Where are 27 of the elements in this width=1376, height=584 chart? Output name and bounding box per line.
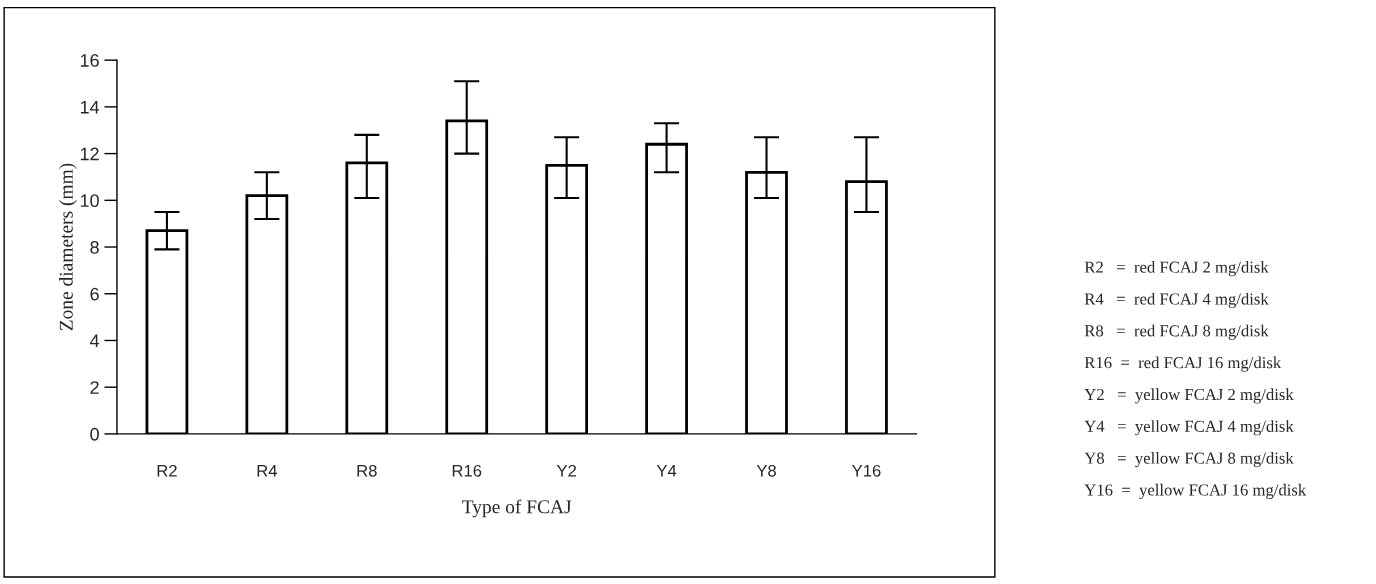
text: Y2 = yellow FCAJ 2 mg/disk — [1084, 388, 1294, 404]
text: Y4 = yellow FCAJ 4 mg/disk — [1084, 420, 1294, 436]
x-axis-title: Type of FCAJ — [462, 499, 572, 518]
y-tick-label: 4 — [89, 334, 100, 348]
x-tick-label: R8 — [357, 464, 377, 477]
y-tick-label: 12 — [80, 147, 99, 161]
y-tick-label: 0 — [90, 427, 99, 441]
y-tick-label: 10 — [80, 194, 99, 208]
x-tick-label: Y16 — [851, 464, 881, 477]
text: R2 = red FCAJ 2 mg/disk — [1084, 261, 1269, 277]
x-tick-label: Y8 — [756, 464, 776, 477]
y-tick-label: 16 — [80, 54, 99, 67]
text: R8 = red FCAJ 8 mg/disk — [1084, 324, 1269, 340]
text: Y16 = yellow FCAJ 16 mg/disk — [1084, 483, 1307, 500]
x-tick-label: R16 — [452, 464, 482, 477]
x-tick-label: R4 — [257, 465, 278, 477]
y-tick-label: 6 — [90, 287, 99, 301]
y-tick-label: 8 — [90, 240, 99, 254]
text: R4 = red FCAJ 4 mg/disk — [1084, 292, 1269, 309]
y-tick-label: 14 — [80, 100, 100, 114]
x-tick-label: Y2 — [556, 464, 577, 477]
text: Y8 = yellow FCAJ 8 mg/disk — [1084, 452, 1294, 468]
y-axis-title: Zone diameters (mm) — [59, 163, 77, 331]
x-tick-label: Y4 — [656, 465, 677, 477]
text: R16 = red FCAJ 16 mg/disk — [1084, 356, 1282, 372]
y-tick-label: 2 — [90, 381, 99, 394]
x-tick-label: R2 — [157, 464, 177, 477]
